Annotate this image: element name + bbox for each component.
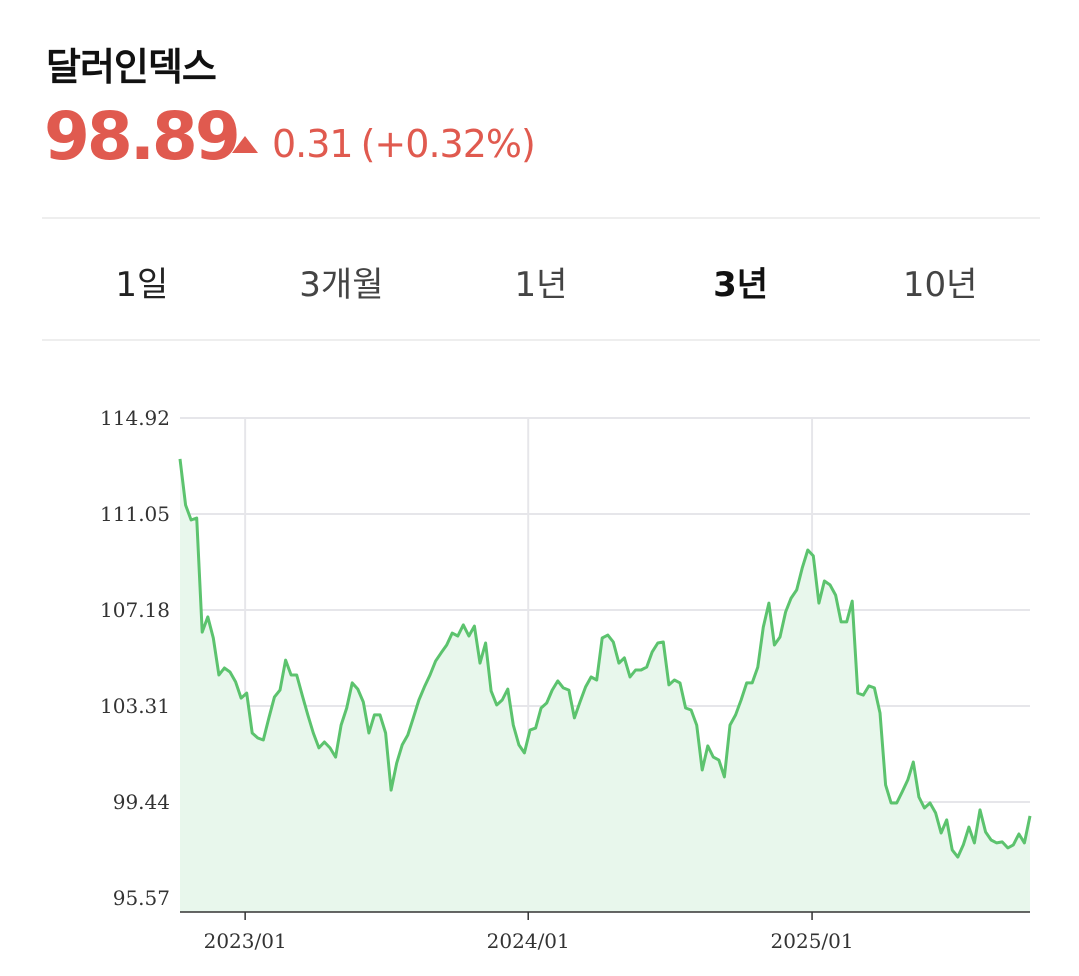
divider — [42, 339, 1040, 341]
tab-10y[interactable]: 10년 — [902, 265, 978, 305]
period-tabs: 1일 3개월 1년 3년 10년 — [42, 252, 1040, 340]
area-fill — [180, 458, 1030, 912]
series-line — [178, 458, 1032, 859]
y-tick-label: 114.92 — [100, 406, 170, 430]
y-tick-label: 99.44 — [113, 790, 170, 814]
current-price: 98.89 — [44, 98, 241, 175]
y-tick-label: 95.57 — [113, 886, 170, 910]
x-tick-label: 2025/01 — [771, 929, 854, 953]
tab-3y[interactable]: 3년 — [641, 252, 841, 340]
change-value: 0.31 — [272, 122, 354, 166]
y-tick-label: 103.31 — [100, 694, 170, 718]
x-tick-label: 2024/01 — [487, 929, 570, 953]
change-percent: (+0.32%) — [360, 122, 536, 166]
tab-3m[interactable]: 3개월 — [299, 265, 384, 305]
divider — [42, 217, 1040, 219]
tab-1d[interactable]: 1일 — [115, 265, 169, 305]
y-tick-label: 107.18 — [100, 598, 170, 622]
price-change: 0.31 (+0.32%) — [232, 122, 536, 166]
x-tick-label: 2023/01 — [204, 929, 287, 953]
triangle-up-icon — [232, 135, 258, 153]
page-title: 달러인덱스 — [46, 45, 217, 89]
tab-1y[interactable]: 1년 — [514, 265, 568, 305]
y-tick-label: 111.05 — [100, 502, 170, 526]
